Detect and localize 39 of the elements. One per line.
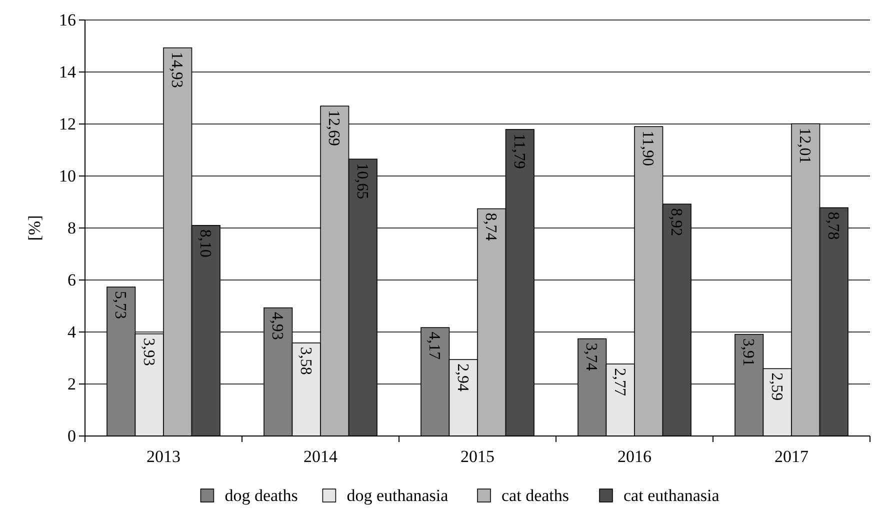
data-label: 11,79	[510, 133, 528, 169]
y-tick-label: 2	[68, 374, 76, 394]
data-label: 8,74	[482, 212, 500, 241]
data-label: 2,94	[454, 364, 471, 392]
data-label: 10,65	[353, 163, 370, 200]
y-tick-label: 12	[59, 114, 76, 134]
x-tick-label: 2013	[146, 447, 180, 466]
y-tick-label: 6	[68, 270, 76, 290]
data-label: 8,78	[824, 212, 842, 240]
data-label: 2,77	[610, 368, 628, 396]
y-tick-label: 10	[59, 166, 76, 186]
x-tick-label: 2014	[304, 447, 338, 466]
y-tick-label: 4	[68, 322, 76, 342]
data-label: 2,59	[768, 372, 785, 401]
data-label: 3,91	[740, 338, 757, 366]
y-tick-label: 16	[59, 10, 76, 30]
data-label: 12,69	[325, 110, 342, 146]
y-tick-label: 8	[68, 218, 76, 238]
legend-label: dog euthanasia	[346, 486, 449, 505]
legend-label: cat euthanasia	[624, 486, 720, 505]
data-label: 5,73	[112, 291, 129, 320]
data-label: 8,92	[667, 208, 684, 236]
data-label: 8,10	[196, 229, 214, 258]
data-label: 14,93	[168, 52, 186, 88]
x-tick-label: 2015	[460, 447, 494, 466]
data-label: 3,93	[140, 338, 157, 366]
y-axis-title: [%]	[25, 215, 44, 241]
data-label: 12,01	[796, 128, 814, 164]
legend-label: dog deaths	[224, 486, 298, 505]
x-tick-label: 2016	[618, 447, 652, 466]
x-tick-label: 2017	[774, 447, 809, 466]
data-label: 4,93	[268, 312, 286, 340]
data-label: 3,74	[582, 342, 600, 371]
data-label: 4,17	[426, 332, 443, 360]
data-label: 11,90	[639, 130, 656, 166]
legend-label: cat deaths	[502, 486, 569, 505]
y-tick-label: 0	[68, 426, 76, 446]
data-label: 3,58	[296, 346, 314, 375]
y-tick-label: 14	[59, 62, 76, 82]
